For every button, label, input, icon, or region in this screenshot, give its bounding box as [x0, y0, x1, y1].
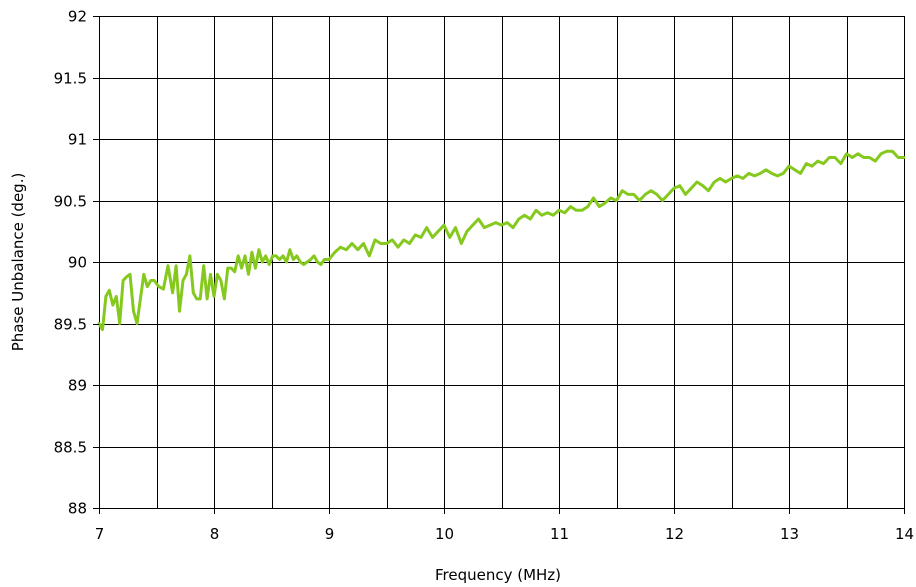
y-tick-label: 90 — [68, 254, 87, 272]
x-tick-label: 12 — [665, 525, 684, 543]
y-tick-label: 88.5 — [54, 439, 87, 457]
x-tick-label: 13 — [780, 525, 799, 543]
y-tick-label: 92 — [68, 8, 87, 26]
grid-layer — [99, 16, 905, 509]
y-tick-label: 89 — [68, 377, 87, 395]
x-tick-label: 7 — [95, 525, 105, 543]
plot-layer — [97, 149, 906, 332]
x-axis-label: Frequency (MHz) — [435, 566, 561, 584]
x-tick-label: 11 — [550, 525, 569, 543]
y-tick-label: 91.5 — [54, 70, 87, 88]
x-tick-label: 10 — [435, 525, 454, 543]
y-tick-label: 91 — [68, 131, 87, 149]
y-tick-label: 90.5 — [54, 193, 87, 211]
x-tick-label: 9 — [325, 525, 335, 543]
y-tick-label: 88 — [68, 500, 87, 518]
series-line — [97, 149, 906, 332]
x-tick-label: 8 — [210, 525, 220, 543]
y-axis-label: Phase Unbalance (deg.) — [9, 173, 27, 352]
y-tick-label: 89.5 — [54, 316, 87, 334]
x-tick-label: 14 — [895, 525, 914, 543]
